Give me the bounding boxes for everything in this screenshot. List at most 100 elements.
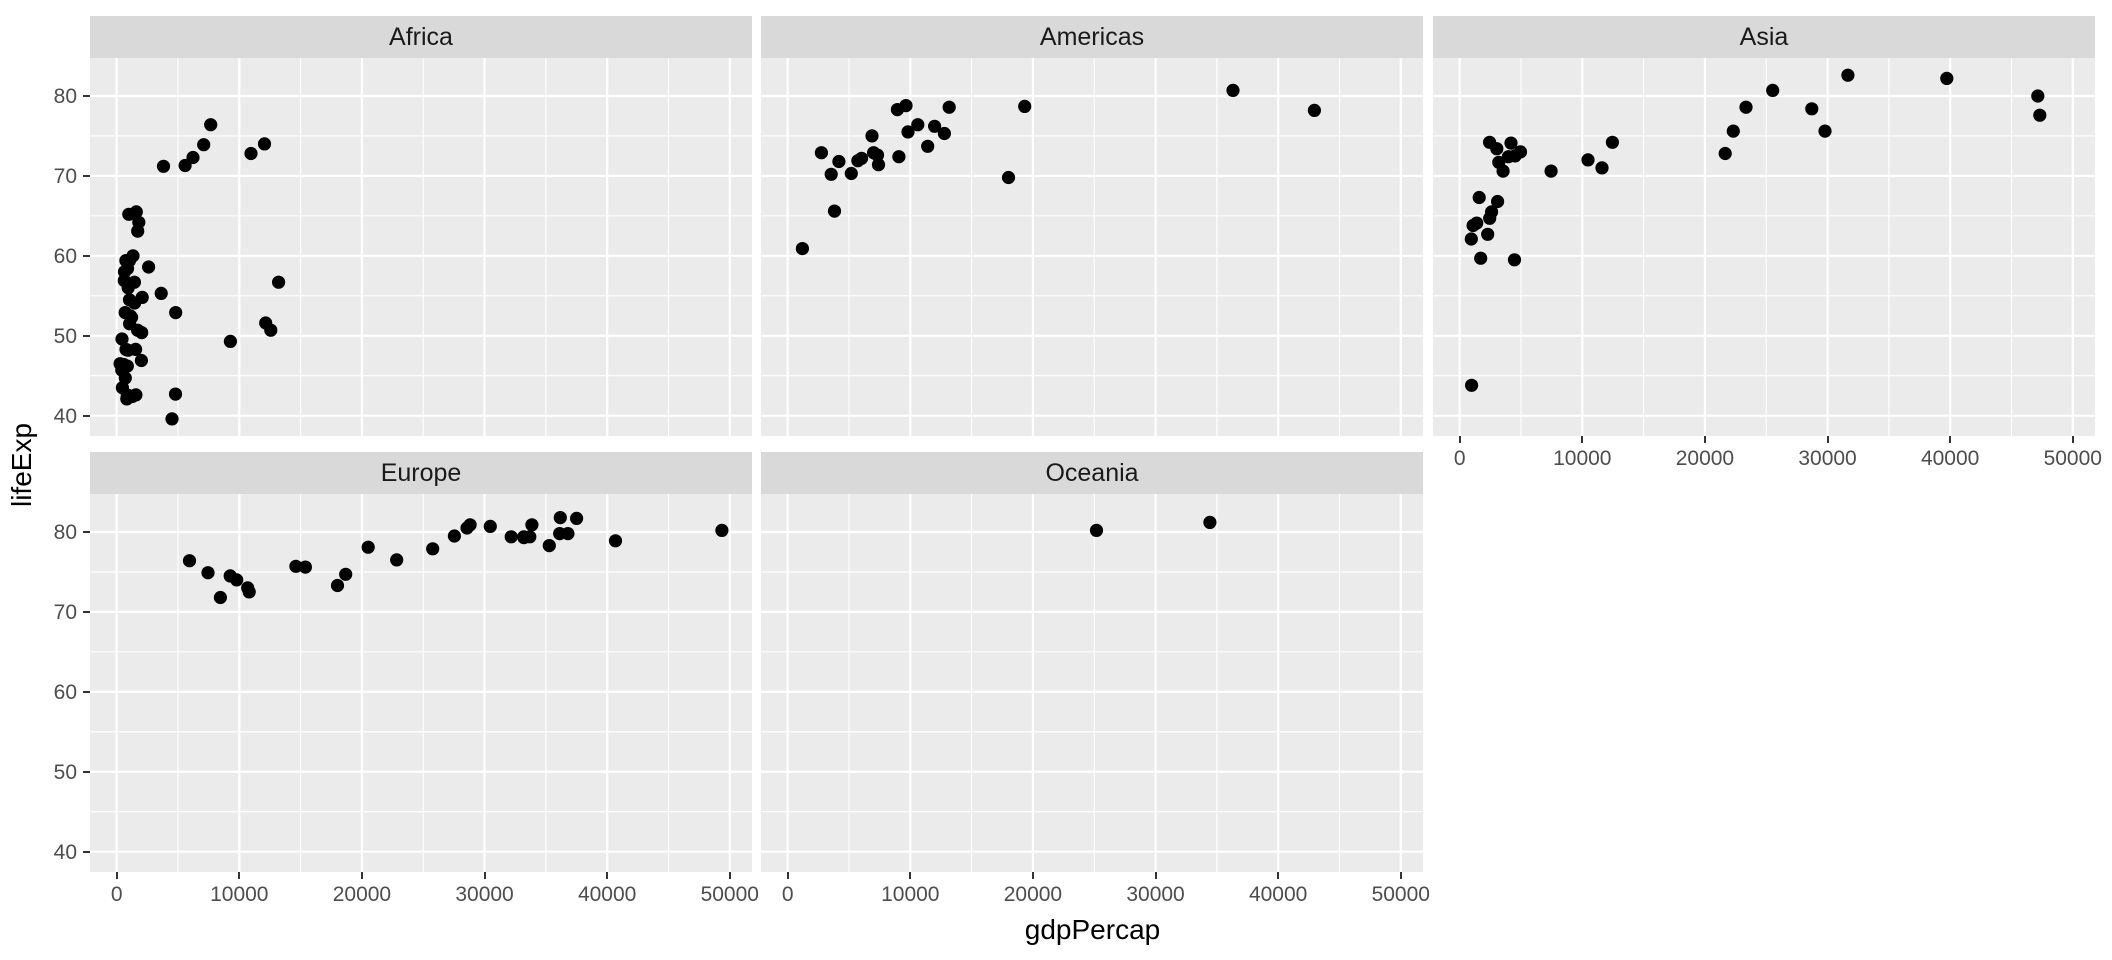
x-tick-mark [360, 872, 363, 879]
facet-strip-label: Asia [1739, 22, 1789, 51]
data-point [542, 539, 556, 553]
x-tick-label: 10000 [210, 883, 269, 906]
x-tick-label: 30000 [455, 883, 514, 906]
panel-background [1433, 58, 2095, 436]
data-point [120, 262, 135, 276]
data-point [223, 334, 237, 348]
x-tick-label: 50000 [2043, 447, 2102, 470]
data-point [142, 260, 156, 274]
x-tick-mark [1031, 872, 1034, 879]
data-point [1485, 205, 1499, 219]
data-point [1605, 135, 1619, 149]
data-point [561, 527, 575, 541]
data-point [1805, 102, 1819, 116]
data-point [832, 154, 846, 169]
data-point [1726, 124, 1740, 138]
data-point [504, 530, 518, 544]
data-point [911, 118, 925, 132]
x-axis-title: gdpPercap [1024, 914, 1161, 945]
data-point [921, 139, 935, 153]
data-point [120, 359, 134, 373]
data-point [115, 332, 129, 346]
data-point [154, 286, 168, 300]
data-point [339, 567, 353, 581]
data-point [2033, 108, 2047, 122]
x-tick-mark [115, 872, 118, 879]
data-point [204, 118, 218, 132]
y-tick-mark [83, 610, 90, 613]
facet-asia: Asia 0 10000 20000 30000 40000 50000 [1433, 16, 2102, 469]
facet-strip-label: Europe [380, 458, 462, 487]
data-point [1481, 227, 1495, 241]
data-point [168, 387, 183, 401]
data-point [553, 511, 567, 525]
data-point [230, 573, 244, 587]
x-tick-mark [1277, 872, 1280, 879]
panel-background [90, 494, 752, 872]
data-point [715, 523, 729, 537]
data-point [865, 129, 879, 143]
data-point [1940, 71, 1954, 85]
y-tick-label: 60 [53, 244, 77, 268]
facet-panel-europe [90, 494, 752, 872]
data-point [390, 553, 404, 567]
data-point [901, 125, 915, 139]
y-tick-label: 50 [53, 760, 77, 784]
facet-strip: Oceania [761, 452, 1423, 494]
data-point [844, 166, 858, 181]
data-point [827, 204, 842, 218]
data-point [1501, 150, 1515, 164]
data-point [463, 518, 477, 532]
data-point [795, 242, 809, 256]
data-point [1018, 99, 1032, 113]
data-point [156, 159, 171, 173]
data-point [1474, 251, 1488, 265]
data-point [1544, 164, 1558, 178]
data-point [1718, 146, 1732, 161]
y-tick-label: 50 [53, 324, 77, 348]
x-tick-label: 20000 [1003, 883, 1063, 906]
data-point [1595, 161, 1609, 175]
y-axis-title: lifeExp [6, 422, 37, 508]
x-tick-mark [1154, 872, 1157, 879]
x-tick-mark [1703, 436, 1706, 443]
panel-background [761, 58, 1423, 436]
data-point [213, 590, 227, 605]
facet-africa: Africa 40 50 60 70 80 [54, 16, 752, 436]
x-tick-label: 40000 [577, 883, 637, 906]
facet-strip: Asia [1433, 16, 2095, 58]
facet-panel-asia [1433, 58, 2095, 436]
data-point [115, 381, 129, 395]
data-point [361, 540, 375, 554]
data-point [447, 529, 461, 543]
x-tick-label: 0 [781, 883, 794, 906]
x-tick-label: 20000 [1675, 447, 1735, 470]
x-tick-mark [909, 872, 912, 879]
data-point [134, 353, 148, 368]
data-point [1203, 515, 1217, 529]
data-point [289, 559, 303, 573]
y-tick-mark [83, 770, 90, 773]
data-point [178, 158, 192, 173]
data-point [1466, 218, 1480, 233]
y-tick-label: 80 [53, 84, 77, 108]
facet-strip-label: Oceania [1045, 458, 1139, 487]
x-tick-mark [1399, 872, 1402, 879]
x-tick-mark [483, 872, 486, 879]
facet-panel-africa [90, 58, 752, 436]
data-point [1465, 378, 1479, 392]
y-tick-mark [83, 254, 90, 257]
facet-strip: Africa [90, 16, 752, 58]
data-point [244, 146, 258, 161]
data-point [182, 554, 197, 568]
data-point [570, 511, 584, 525]
data-point [1841, 68, 1855, 82]
facet-panel-oceania [761, 494, 1423, 872]
x-tick-mark [728, 872, 731, 879]
data-point [928, 119, 942, 133]
data-point [2031, 89, 2045, 103]
data-point [892, 150, 906, 164]
x-tick-label: 20000 [332, 883, 392, 906]
facet-americas: Americas [761, 16, 1423, 436]
